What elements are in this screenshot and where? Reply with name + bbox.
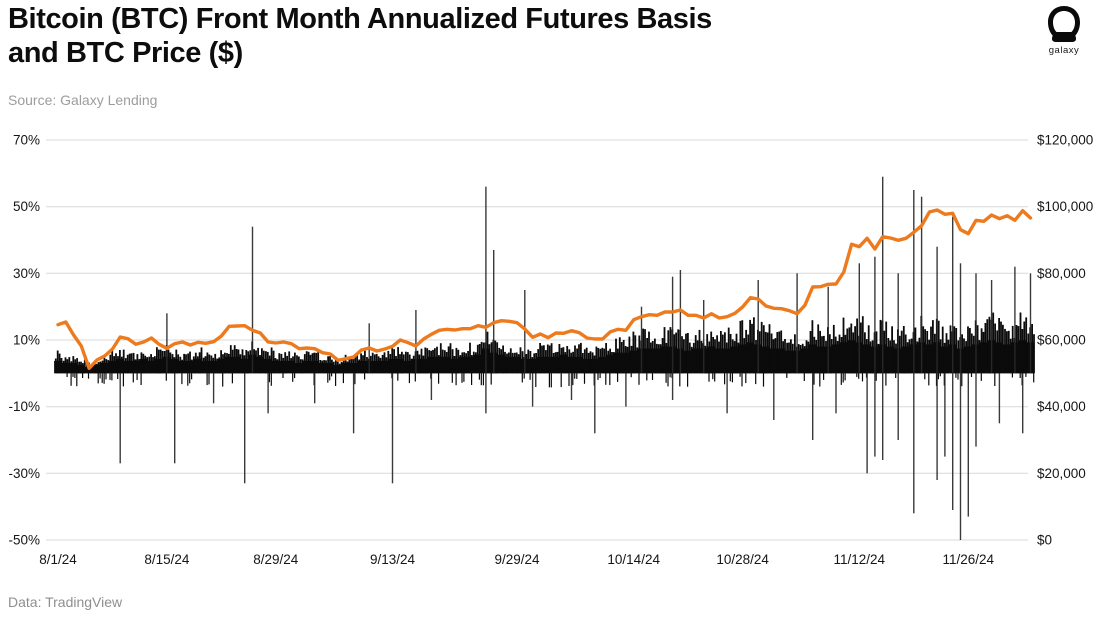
svg-text:10/28/24: 10/28/24 [716, 552, 769, 567]
svg-text:$120,000: $120,000 [1037, 133, 1093, 148]
basis-spikes [119, 176, 1032, 540]
galaxy-logo-text: galaxy [1048, 45, 1080, 56]
svg-text:70%: 70% [13, 133, 40, 148]
svg-text:8/1/24: 8/1/24 [39, 552, 77, 567]
page-title-line1: Bitcoin (BTC) Front Month Annualized Fut… [8, 3, 712, 35]
svg-text:$60,000: $60,000 [1037, 333, 1086, 348]
data-credit: Data: TradingView [8, 594, 123, 610]
svg-text:10/14/24: 10/14/24 [607, 552, 660, 567]
svg-text:8/29/24: 8/29/24 [253, 552, 299, 567]
svg-text:$0: $0 [1037, 533, 1052, 548]
svg-text:9/13/24: 9/13/24 [370, 552, 416, 567]
svg-text:-30%: -30% [8, 466, 40, 481]
basis-bars [54, 312, 1035, 388]
svg-text:30%: 30% [13, 266, 40, 281]
btc-price-line [56, 208, 1033, 370]
galaxy-logo: galaxy [1038, 4, 1090, 56]
svg-text:$40,000: $40,000 [1037, 399, 1086, 414]
page-title: Bitcoin (BTC) Front Month Annualized Fut… [8, 2, 712, 70]
svg-text:$100,000: $100,000 [1037, 199, 1093, 214]
svg-text:10%: 10% [13, 333, 40, 348]
svg-text:11/12/24: 11/12/24 [834, 552, 886, 567]
page-title-line2: and BTC Price ($) [8, 37, 243, 70]
svg-text:8/15/24: 8/15/24 [144, 552, 190, 567]
svg-text:50%: 50% [13, 199, 40, 214]
galaxy-logo-icon [1048, 6, 1080, 42]
svg-text:-50%: -50% [8, 533, 40, 548]
svg-text:$20,000: $20,000 [1037, 466, 1086, 481]
right-axis-labels: $120,000 $100,000 $80,000 $60,000 $40,000 $20… [1037, 133, 1093, 548]
svg-text:-10%: -10% [8, 399, 40, 414]
svg-text:11/26/24: 11/26/24 [943, 552, 995, 567]
left-axis-labels: 70% 50% 30% 10% -10% -30% -50% [8, 133, 40, 548]
svg-text:9/29/24: 9/29/24 [494, 552, 540, 567]
svg-text:$80,000: $80,000 [1037, 266, 1086, 281]
source-label: Source: Galaxy Lending [8, 92, 158, 108]
x-axis-labels: 8/1/24 8/15/24 8/29/24 9/13/24 9/29/24 10/14/… [39, 552, 994, 567]
